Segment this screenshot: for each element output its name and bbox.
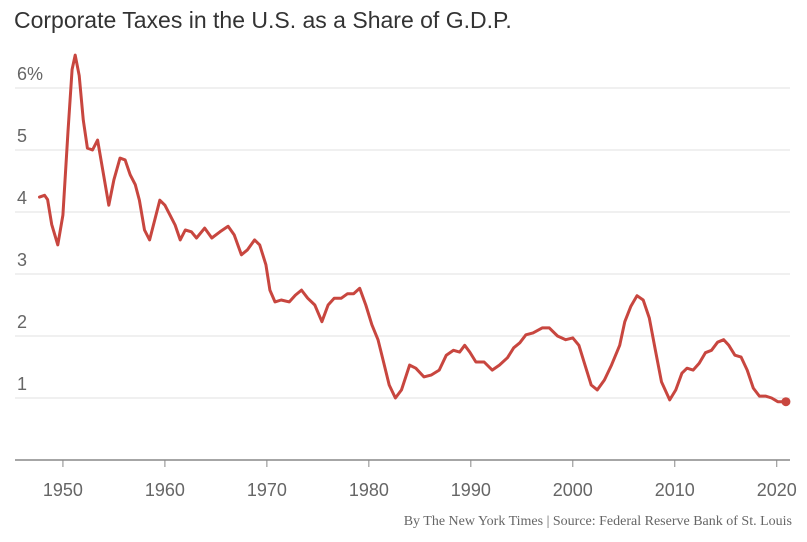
x-tick-label: 2010 <box>655 480 695 500</box>
x-tick-label: 1970 <box>247 480 287 500</box>
x-tick-label: 2020 <box>757 480 797 500</box>
chart-title: Corporate Taxes in the U.S. as a Share o… <box>14 7 512 33</box>
y-tick-label: 3 <box>17 250 27 270</box>
y-tick-label: 2 <box>17 312 27 332</box>
end-dot <box>781 397 791 407</box>
line <box>38 53 788 404</box>
y-tick-label: 1 <box>17 374 27 394</box>
y-tick-label: 5 <box>17 126 27 146</box>
y-tick-label: 6% <box>17 64 43 84</box>
y-tick-label: 4 <box>17 188 27 208</box>
x-tick-label: 1960 <box>145 480 185 500</box>
x-tick-label: 1990 <box>451 480 491 500</box>
x-tick-label: 1980 <box>349 480 389 500</box>
x-tick-label: 1950 <box>43 480 83 500</box>
x-tick-label: 2000 <box>553 480 593 500</box>
source: By The New York Times | Source: Federal … <box>404 514 792 529</box>
